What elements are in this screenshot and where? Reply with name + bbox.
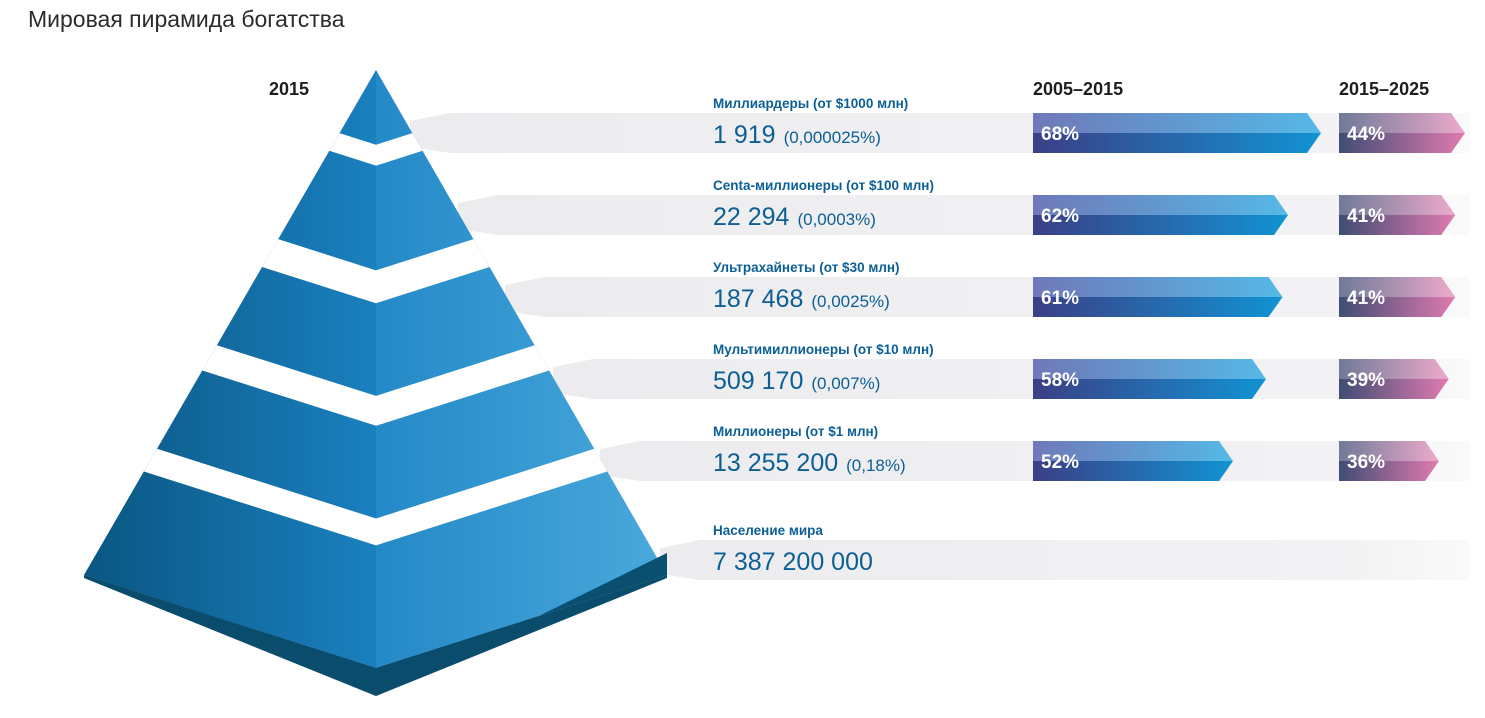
- page-title: Мировая пирамида богатства: [28, 6, 345, 32]
- tier-row: Миллионеры (от $1 млн) 13 255 200 (0,18%) 5…: [713, 424, 1439, 481]
- tier-rows: Миллиардеры (от $1000 млн) 1 919 (0,000025…: [713, 96, 1465, 576]
- growth-value-2005-2015: 61%: [1041, 288, 1079, 309]
- pyramid-gap: [143, 448, 608, 546]
- tier-share: (0,18%): [846, 456, 906, 475]
- tier-count-value: 187 468: [713, 285, 803, 313]
- growth-value-2005-2015: 52%: [1041, 452, 1079, 473]
- growth-arrow-2015-2025: 36%: [1339, 441, 1439, 481]
- arrow-top-face: [1339, 441, 1439, 461]
- growth-value-2005-2015: 58%: [1041, 370, 1079, 391]
- tier-share: (0,007%): [811, 374, 880, 393]
- growth-arrow-2005-2015: 61%: [1033, 277, 1283, 317]
- tier-label: Миллионеры (от $1 млн): [713, 424, 878, 439]
- tier-label: Ультрахайнеты (от $30 млн): [713, 260, 900, 275]
- arrow-bottom-face: [1033, 379, 1266, 399]
- growth-arrow-2015-2025: 41%: [1339, 195, 1456, 235]
- arrow-top-face: [1339, 359, 1449, 379]
- tier-label: Миллиардеры (от $1000 млн): [713, 96, 908, 111]
- pyramid-gap: [329, 133, 423, 166]
- arrow-top-face: [1033, 441, 1233, 461]
- tier-count-value: 13 255 200: [713, 449, 838, 477]
- growth-value-2015-2025: 41%: [1347, 288, 1385, 309]
- arrow-top-face: [1033, 195, 1288, 215]
- tier-label: Centa-миллионеры (от $100 млн): [713, 178, 934, 193]
- growth-arrow-2015-2025: 41%: [1339, 277, 1456, 317]
- arrow-top-face: [1033, 113, 1321, 133]
- growth-value-2015-2025: 44%: [1347, 124, 1385, 145]
- tier-band: [660, 540, 1470, 580]
- growth-arrow-2015-2025: 44%: [1339, 113, 1465, 153]
- tier-count-value: 22 294: [713, 203, 790, 231]
- growth-arrow-2005-2015: 58%: [1033, 359, 1266, 399]
- arrow-bottom-face: [1033, 461, 1233, 481]
- tier-row: Миллиардеры (от $1000 млн) 1 919 (0,000025…: [713, 96, 1465, 153]
- arrow-bottom-face: [1033, 133, 1321, 153]
- tier-share: (0,0025%): [811, 292, 889, 311]
- period-label-2015-2025: 2015–2025: [1339, 79, 1429, 99]
- tier-row: Ультрахайнеты (от $30 млн) 187 468 (0,0025…: [713, 260, 1456, 317]
- tier-band: [553, 359, 1470, 399]
- tier-count: 509 170 (0,007%): [713, 367, 880, 395]
- arrow-bottom-face: [1339, 133, 1465, 153]
- arrow-bottom-face: [1033, 297, 1283, 317]
- growth-arrow-2005-2015: 62%: [1033, 195, 1288, 235]
- growth-arrow-2005-2015: 68%: [1033, 113, 1321, 153]
- tier-count: 13 255 200 (0,18%): [713, 449, 906, 477]
- tier-share: (0,000025%): [784, 128, 881, 147]
- tier-count: 1 919 (0,000025%): [713, 121, 881, 149]
- tier-band: [505, 277, 1470, 317]
- tier-row: Centa-миллионеры (от $100 млн) 22 294 (0,0…: [713, 178, 1456, 235]
- pyramid-base-edge: [84, 575, 667, 696]
- arrow-bottom-face: [1339, 297, 1456, 317]
- tier-count-value: 1 919: [713, 121, 776, 149]
- arrow-top-face: [1033, 359, 1266, 379]
- growth-arrow-2015-2025: 39%: [1339, 359, 1449, 399]
- growth-value-2005-2015: 62%: [1041, 206, 1079, 227]
- pyramid-year-label: 2015: [269, 79, 309, 99]
- pyramid-gap: [202, 345, 550, 426]
- growth-value-2015-2025: 36%: [1347, 452, 1385, 473]
- arrow-bottom-face: [1339, 461, 1439, 481]
- growth-value-2005-2015: 68%: [1041, 124, 1079, 145]
- tier-share: (0,0003%): [797, 210, 875, 229]
- growth-value-2015-2025: 39%: [1347, 370, 1385, 391]
- arrow-bottom-face: [1339, 379, 1449, 399]
- tier-row: Мультимиллионеры (от $10 млн) 509 170 (0,0…: [713, 342, 1449, 399]
- growth-arrow-2005-2015: 52%: [1033, 441, 1233, 481]
- arrow-bottom-face: [1339, 215, 1456, 235]
- tier-count-value: 7 387 200 000: [713, 548, 873, 576]
- arrow-bottom-face: [1033, 215, 1288, 235]
- tier-count-value: 509 170: [713, 367, 803, 395]
- tier-count: 187 468 (0,0025%): [713, 285, 890, 313]
- arrow-top-face: [1033, 277, 1283, 297]
- period-label-2005-2015: 2005–2015: [1033, 79, 1123, 99]
- tier-row: Население мира 7 387 200 000: [713, 523, 873, 576]
- tier-count: 7 387 200 000: [713, 548, 873, 576]
- tier-label: Мультимиллионеры (от $10 млн): [713, 342, 934, 357]
- arrow-top-face: [1339, 195, 1456, 215]
- growth-value-2015-2025: 41%: [1347, 206, 1385, 227]
- pyramid-gap: [262, 239, 490, 304]
- arrow-top-face: [1339, 277, 1456, 297]
- tier-label: Население мира: [713, 523, 823, 538]
- pyramid: [84, 70, 667, 696]
- tier-count: 22 294 (0,0003%): [713, 203, 876, 231]
- tier-band: [458, 195, 1470, 235]
- arrow-top-face: [1339, 113, 1465, 133]
